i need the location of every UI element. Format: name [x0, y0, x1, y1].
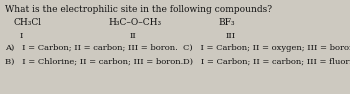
Text: I: I: [20, 32, 23, 40]
Text: II: II: [130, 32, 137, 40]
Text: What is the electrophilic site in the following compounds?: What is the electrophilic site in the fo…: [5, 5, 272, 14]
Text: A)   I = Carbon; II = carbon; III = boron.: A) I = Carbon; II = carbon; III = boron.: [5, 44, 178, 52]
Text: B)   I = Chlorine; II = carbon; III = boron.: B) I = Chlorine; II = carbon; III = boro…: [5, 58, 183, 66]
Text: CH₃Cl: CH₃Cl: [14, 18, 42, 27]
Text: BF₃: BF₃: [218, 18, 235, 27]
Text: H₃C–O–CH₃: H₃C–O–CH₃: [108, 18, 161, 27]
Text: C)   I = Carbon; II = oxygen; III = boron.: C) I = Carbon; II = oxygen; III = boron.: [183, 44, 350, 52]
Text: D)   I = Carbon; II = carbon; III = fluorine.: D) I = Carbon; II = carbon; III = fluori…: [183, 58, 350, 66]
Text: III: III: [226, 32, 236, 40]
